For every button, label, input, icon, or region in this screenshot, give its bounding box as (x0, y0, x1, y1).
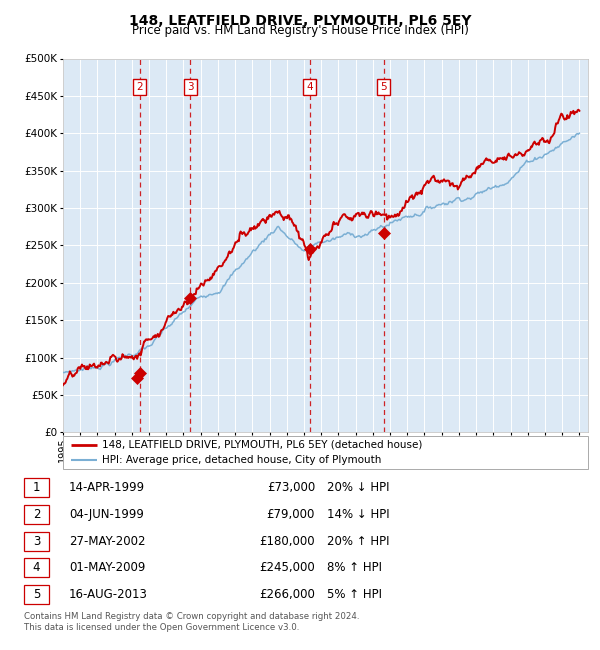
Text: 01-MAY-2009: 01-MAY-2009 (69, 562, 145, 575)
Text: £245,000: £245,000 (259, 562, 315, 575)
Text: 2: 2 (136, 82, 143, 92)
Text: 3: 3 (187, 82, 194, 92)
Text: 27-MAY-2002: 27-MAY-2002 (69, 534, 146, 547)
Text: 148, LEATFIELD DRIVE, PLYMOUTH, PL6 5EY: 148, LEATFIELD DRIVE, PLYMOUTH, PL6 5EY (129, 14, 471, 28)
Text: 8% ↑ HPI: 8% ↑ HPI (327, 562, 382, 575)
Text: £266,000: £266,000 (259, 588, 315, 601)
Text: Contains HM Land Registry data © Crown copyright and database right 2024.
This d: Contains HM Land Registry data © Crown c… (24, 612, 359, 632)
Text: 14-APR-1999: 14-APR-1999 (69, 481, 145, 494)
Text: 4: 4 (33, 562, 40, 575)
Text: 5% ↑ HPI: 5% ↑ HPI (327, 588, 382, 601)
Text: 2: 2 (33, 508, 40, 521)
Text: 20% ↓ HPI: 20% ↓ HPI (327, 481, 389, 494)
Text: 04-JUN-1999: 04-JUN-1999 (69, 508, 144, 521)
Text: 20% ↑ HPI: 20% ↑ HPI (327, 534, 389, 547)
Text: 14% ↓ HPI: 14% ↓ HPI (327, 508, 389, 521)
Text: 1: 1 (33, 481, 40, 494)
Text: 3: 3 (33, 534, 40, 547)
FancyBboxPatch shape (63, 436, 588, 469)
Text: £79,000: £79,000 (266, 508, 315, 521)
Text: HPI: Average price, detached house, City of Plymouth: HPI: Average price, detached house, City… (103, 455, 382, 465)
Text: 5: 5 (33, 588, 40, 601)
Text: 148, LEATFIELD DRIVE, PLYMOUTH, PL6 5EY (detached house): 148, LEATFIELD DRIVE, PLYMOUTH, PL6 5EY … (103, 439, 423, 450)
Text: 4: 4 (307, 82, 313, 92)
Text: 5: 5 (380, 82, 387, 92)
Text: Price paid vs. HM Land Registry's House Price Index (HPI): Price paid vs. HM Land Registry's House … (131, 24, 469, 37)
Text: £180,000: £180,000 (259, 534, 315, 547)
Text: 16-AUG-2013: 16-AUG-2013 (69, 588, 148, 601)
Text: £73,000: £73,000 (267, 481, 315, 494)
